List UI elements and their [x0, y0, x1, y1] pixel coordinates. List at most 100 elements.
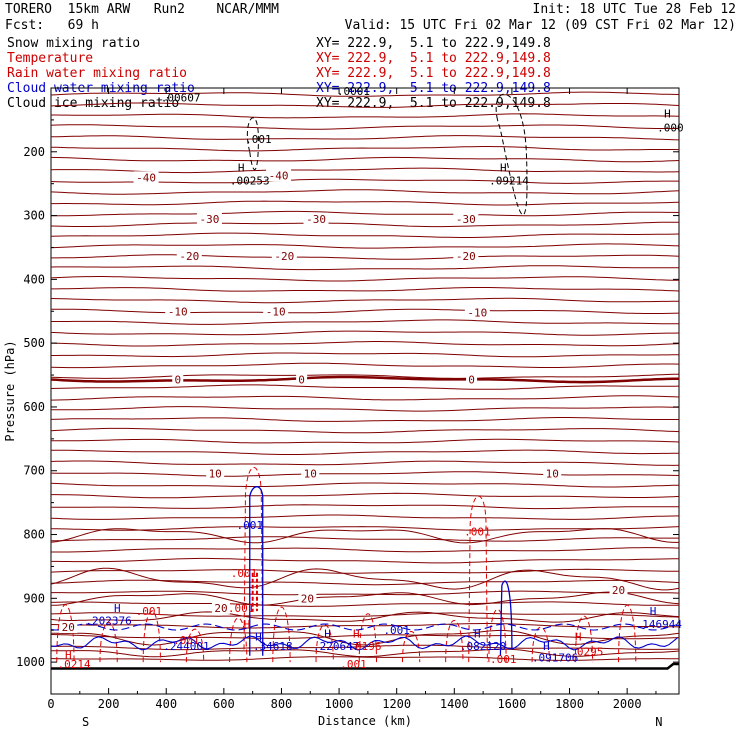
contour-label: .00253: [230, 174, 270, 187]
x-tick-label: 2000: [613, 697, 642, 711]
rain-contour: [488, 609, 507, 663]
contour-label: .146944: [636, 618, 683, 631]
x-tick-label: 1400: [440, 697, 469, 711]
y-axis-title: Pressure (hPa): [3, 340, 17, 441]
x-tick-label: 1000: [325, 697, 354, 711]
contour-label: -40: [136, 171, 156, 184]
contour-label: .001: [464, 525, 491, 538]
rain-contour: [99, 621, 118, 663]
contour-label: 0: [298, 374, 305, 387]
rain-contour: [243, 467, 264, 650]
contour-label: .001: [340, 658, 367, 671]
contour-label: .001: [245, 133, 272, 146]
temperature-contour: [50, 102, 680, 108]
temperature-contour: [50, 156, 680, 163]
contour-label: H: [255, 631, 262, 644]
temperature-contour: [50, 330, 680, 336]
rain-contour: [185, 628, 205, 663]
plot-frame: [50, 87, 680, 695]
temperature-contour: [51, 648, 680, 658]
contour-label: 20: [214, 602, 227, 615]
temperature-contour: [50, 427, 680, 434]
contour-label: .001: [383, 624, 410, 637]
temperature-contour: [50, 91, 680, 97]
contour-label-background: [464, 306, 490, 319]
snow-contour: [246, 117, 259, 171]
contour-label-background: [303, 212, 329, 225]
x-tick-label: 1200: [382, 697, 411, 711]
terrain-line: [51, 662, 679, 670]
contour-label-background: [298, 592, 317, 605]
contour-label: 10: [209, 467, 222, 480]
temperature-contour: [50, 629, 680, 646]
contour-label: -10: [266, 305, 286, 318]
cloud-water-contour: [50, 623, 678, 631]
temperature-contour: [50, 124, 679, 130]
x-end-label-south: S: [82, 715, 89, 729]
temperature-contour: [50, 384, 680, 390]
temperature-contour: [51, 557, 679, 564]
contour-label: -40: [269, 169, 289, 182]
contour-label: 0: [468, 374, 475, 387]
contour-label: 20: [62, 621, 75, 634]
header-init: Init: 18 UTC Tue 28 Feb 12: [532, 2, 737, 17]
contour-label: -30: [456, 213, 476, 226]
temperature-contour: [50, 471, 680, 477]
legend-label: Snow mixing ratio: [7, 36, 141, 51]
contour-label-background: [172, 373, 184, 386]
contour-label-background: [296, 373, 308, 386]
temperature-contour: [50, 611, 680, 623]
temperature-contour: [50, 276, 680, 282]
contour-label: H: [244, 618, 251, 631]
contour-label: .220647: [313, 640, 359, 653]
legend-label: Temperature: [7, 51, 94, 66]
contour-label: .001: [173, 634, 200, 647]
contour-label: H: [114, 602, 121, 615]
contour-label: .00607: [161, 92, 201, 105]
rain-contour: [574, 615, 594, 663]
cloud-water-contour: [50, 635, 678, 651]
temperature-contour: [51, 200, 680, 206]
temperature-contour: [51, 590, 680, 596]
contour-label: H: [543, 640, 550, 653]
temperature-contour: [51, 449, 680, 455]
contour-label: 10: [304, 467, 317, 480]
y-tick-label: 500: [23, 336, 45, 350]
contour-label: -30: [200, 213, 220, 226]
temperature-contour: [50, 189, 680, 195]
temperature-contour: [51, 254, 680, 260]
temperature-contour: [50, 568, 679, 574]
contour-label-background: [196, 212, 222, 225]
x-tick-label: 1800: [555, 697, 584, 711]
temperature-contour: [51, 308, 680, 314]
contour-label-background: [176, 249, 202, 262]
contour-label: H: [650, 605, 657, 618]
contour-label: 20: [301, 592, 314, 605]
contour-label: .001: [136, 605, 163, 618]
rain-contour: [401, 630, 421, 663]
contour-label: -20: [179, 250, 199, 263]
temperature-contour: [50, 579, 680, 586]
temperature-contour: [50, 297, 679, 304]
temperature-contour: [51, 492, 680, 499]
y-tick-label: 900: [23, 591, 45, 605]
temperature-contour: [50, 656, 679, 661]
temperature-contour: [51, 352, 680, 358]
x-tick-label: 200: [98, 697, 120, 711]
temperature-contour: [50, 536, 679, 542]
contour-label-background: [59, 621, 78, 634]
contour-label: .082120: [460, 640, 506, 653]
contour-label: .202376: [85, 615, 131, 628]
contour-label: .34618: [253, 640, 293, 653]
contour-label: .001: [237, 519, 264, 532]
contour-label: H: [474, 627, 481, 640]
x-tick-label: 800: [271, 697, 293, 711]
contour-label: -10: [467, 307, 487, 320]
contour-label-background: [133, 171, 159, 184]
contour-label-background: [266, 169, 292, 182]
contour-label: -20: [274, 250, 294, 263]
temperature-contour: [50, 514, 680, 520]
contour-label: .0214: [57, 658, 90, 671]
contour-label: .091706: [532, 652, 578, 665]
